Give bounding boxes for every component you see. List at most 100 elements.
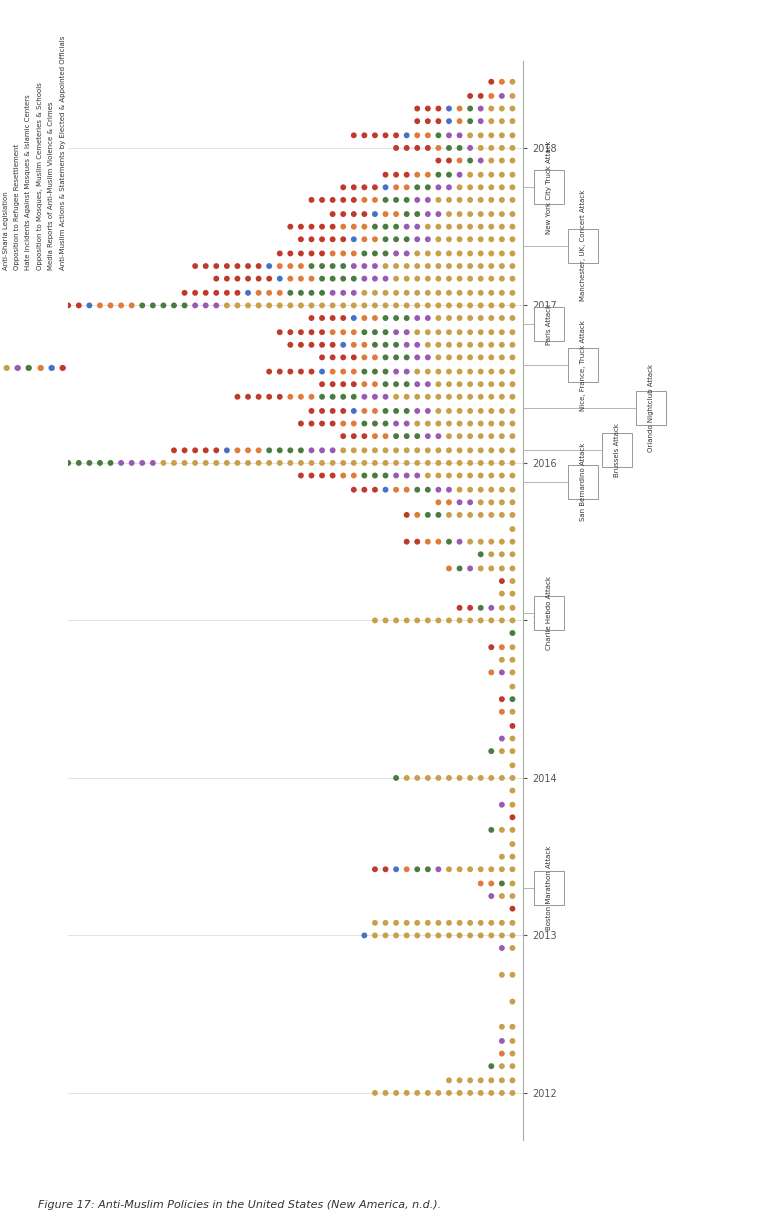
Point xyxy=(189,283,201,303)
Point xyxy=(464,859,476,879)
Point xyxy=(506,335,518,354)
Point xyxy=(401,217,413,237)
Point xyxy=(443,454,455,473)
Point xyxy=(464,295,476,315)
Point xyxy=(496,178,508,197)
Point xyxy=(506,205,518,224)
Point xyxy=(369,322,381,342)
Point xyxy=(316,229,328,249)
Point xyxy=(432,348,444,368)
Point xyxy=(411,217,423,237)
Point xyxy=(506,374,518,394)
Point xyxy=(83,454,96,473)
Point xyxy=(359,268,371,288)
Point xyxy=(443,151,455,170)
Point xyxy=(369,926,381,945)
Text: Boston Marathon Attack: Boston Marathon Attack xyxy=(546,846,552,931)
Text: ●: ● xyxy=(25,363,32,373)
Point xyxy=(327,401,339,421)
Point xyxy=(475,362,487,381)
Point xyxy=(421,256,434,276)
Point xyxy=(390,413,402,433)
Point xyxy=(485,913,497,933)
Point xyxy=(506,256,518,276)
Point xyxy=(380,1083,392,1102)
Point xyxy=(337,308,349,327)
Point xyxy=(475,874,487,894)
Point xyxy=(443,532,455,552)
Point xyxy=(453,401,465,421)
Point xyxy=(390,440,402,460)
Point xyxy=(305,256,318,276)
Point xyxy=(421,308,434,327)
Point xyxy=(485,86,497,105)
Point xyxy=(369,401,381,421)
Point xyxy=(475,611,487,630)
Point xyxy=(401,229,413,249)
Point xyxy=(327,244,339,264)
Point xyxy=(348,178,360,197)
Point xyxy=(443,178,455,197)
Point xyxy=(221,454,233,473)
Point xyxy=(327,440,339,460)
Point xyxy=(453,125,465,145)
Point xyxy=(496,413,508,433)
Point xyxy=(263,295,275,315)
Point xyxy=(496,874,508,894)
Point xyxy=(453,244,465,264)
Point xyxy=(506,139,518,158)
Point xyxy=(327,268,339,288)
Point xyxy=(316,256,328,276)
Point xyxy=(453,348,465,368)
Point xyxy=(401,427,413,446)
Point xyxy=(464,139,476,158)
Point xyxy=(284,283,296,303)
Point xyxy=(432,295,444,315)
Point xyxy=(274,256,286,276)
Point xyxy=(284,454,296,473)
Point xyxy=(369,268,381,288)
Point xyxy=(464,256,476,276)
Point xyxy=(496,348,508,368)
Point xyxy=(316,322,328,342)
Point xyxy=(411,283,423,303)
Point xyxy=(485,72,497,92)
Point xyxy=(506,886,518,906)
Point xyxy=(443,479,455,499)
Point xyxy=(485,335,497,354)
Point xyxy=(506,151,518,170)
Point xyxy=(443,769,455,788)
Point xyxy=(337,348,349,368)
Point xyxy=(94,295,106,315)
Point xyxy=(453,322,465,342)
Point xyxy=(390,348,402,368)
Point xyxy=(199,283,211,303)
Point xyxy=(464,308,476,327)
Point xyxy=(496,598,508,618)
Point xyxy=(443,205,455,224)
Point xyxy=(496,217,508,237)
Point xyxy=(369,295,381,315)
Point xyxy=(411,611,423,630)
Point xyxy=(316,401,328,421)
Point xyxy=(380,125,392,145)
Point xyxy=(359,335,371,354)
Point xyxy=(421,859,434,879)
Point xyxy=(485,125,497,145)
Point xyxy=(485,742,497,761)
Point xyxy=(305,268,318,288)
Point xyxy=(485,112,497,131)
Point xyxy=(453,926,465,945)
Point xyxy=(210,268,222,288)
Point xyxy=(105,454,117,473)
Point xyxy=(189,454,201,473)
Point xyxy=(485,268,497,288)
Point xyxy=(506,466,518,485)
Point xyxy=(464,387,476,407)
Point xyxy=(464,362,476,381)
Point xyxy=(506,413,518,433)
Point xyxy=(401,769,413,788)
Point xyxy=(390,283,402,303)
Point xyxy=(359,256,371,276)
Point xyxy=(263,256,275,276)
